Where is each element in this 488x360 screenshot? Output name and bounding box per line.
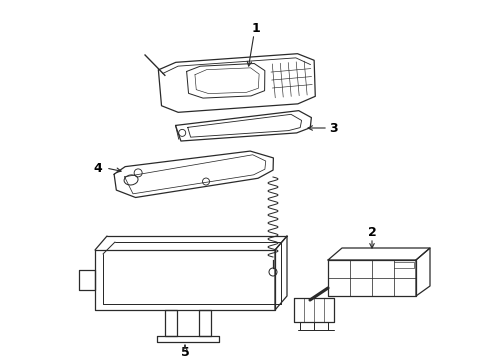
Text: 3: 3 xyxy=(328,122,337,135)
Text: 1: 1 xyxy=(251,22,260,35)
Text: 5: 5 xyxy=(180,346,189,359)
Text: 4: 4 xyxy=(93,162,102,175)
Text: 2: 2 xyxy=(367,225,376,238)
